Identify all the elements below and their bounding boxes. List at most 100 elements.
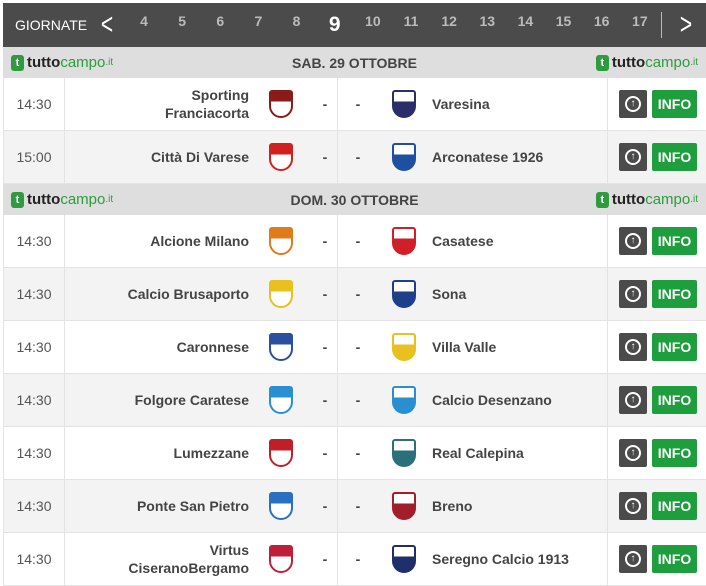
away-score: - [355, 286, 361, 302]
away-score: - [355, 149, 361, 165]
away-team-name[interactable]: Seregno Calcio 1913 [432, 551, 569, 567]
logo-text: campo [645, 191, 691, 208]
away-team-name[interactable]: Casatese [432, 233, 494, 249]
away-team-name[interactable]: Villa Valle [432, 339, 497, 355]
away-team: - Varesina [338, 78, 608, 130]
date-header: t tutto campo .it SAB. 29 OTTOBRE t tutto campo… [3, 47, 706, 78]
matchday-11[interactable]: 11 [403, 13, 419, 29]
away-team-crest-icon [390, 543, 418, 575]
info-button[interactable]: INFO [652, 333, 697, 361]
home-team-crest-icon [267, 141, 295, 173]
away-team: - Arconatese 1926 [338, 131, 608, 183]
away-team-crest-icon [390, 384, 418, 416]
arrow-up-circle-icon: ↑ [625, 286, 641, 302]
matchday-7[interactable]: 7 [254, 13, 263, 29]
matchday-10[interactable]: 10 [365, 13, 381, 29]
away-team-name[interactable]: Varesina [432, 96, 490, 112]
away-team-crest-icon [390, 437, 418, 469]
match-row: 14:30 Alcione Milano - - Casatese ↑ INFO [3, 215, 706, 268]
matchday-16[interactable]: 16 [593, 13, 610, 29]
info-button[interactable]: INFO [652, 386, 697, 414]
home-team-name[interactable]: Città Di Varese [150, 149, 249, 165]
matchday-15[interactable]: 15 [555, 13, 572, 29]
info-button[interactable]: INFO [652, 227, 697, 255]
matchday-6[interactable]: 6 [216, 13, 225, 29]
home-team-name[interactable]: Sporting Franciacorta [164, 87, 249, 121]
match-row: 14:30 Lumezzane - - Real Calepina ↑ INFO [3, 427, 706, 480]
details-button[interactable]: ↑ [619, 492, 647, 520]
home-team-name[interactable]: Calcio Brusaporto [127, 286, 249, 302]
home-team-name[interactable]: Virtus CiseranoBergamo [128, 542, 249, 576]
arrow-up-circle-icon: ↑ [625, 392, 641, 408]
home-team-name[interactable]: Folgore Caratese [134, 392, 249, 408]
match-time: 14:30 [4, 374, 65, 426]
match-time: 15:00 [4, 131, 65, 183]
matchday-9[interactable]: 9 [328, 13, 341, 36]
logo-text: tutto [611, 191, 646, 208]
away-score: - [355, 445, 361, 461]
details-button[interactable]: ↑ [619, 545, 647, 573]
home-score: - [322, 149, 328, 165]
info-button[interactable]: INFO [652, 492, 697, 520]
home-team: Alcione Milano - [65, 215, 338, 267]
match-date: SAB. 29 OTTOBRE [292, 54, 417, 71]
details-button[interactable]: ↑ [619, 386, 647, 414]
tuttocampo-icon: t [595, 191, 609, 208]
home-team-crest-icon [267, 490, 295, 522]
matchday-8[interactable]: 8 [292, 13, 301, 29]
away-team-name[interactable]: Calcio Desenzano [432, 392, 552, 408]
home-score: - [322, 392, 328, 408]
match-row: 14:30 Ponte San Pietro - - Breno ↑ INFO [3, 480, 706, 533]
home-team-name[interactable]: Caronnese [176, 339, 249, 355]
away-team-crest-icon [390, 331, 418, 363]
details-button[interactable]: ↑ [619, 143, 647, 171]
match-actions: ↑ INFO [608, 143, 706, 171]
info-button[interactable]: INFO [652, 439, 697, 467]
home-team: Virtus CiseranoBergamo - [65, 533, 338, 585]
home-score: - [322, 96, 328, 112]
away-team-name[interactable]: Arconatese 1926 [432, 149, 544, 165]
match-actions: ↑ INFO [608, 90, 706, 118]
details-button[interactable]: ↑ [619, 280, 647, 308]
home-team-name[interactable]: Alcione Milano [150, 233, 249, 249]
match-time: 14:30 [4, 268, 65, 320]
matchday-13[interactable]: 13 [479, 13, 496, 29]
away-team-crest-icon [390, 278, 418, 310]
away-team: - Villa Valle [338, 321, 608, 373]
away-team-name[interactable]: Breno [432, 498, 473, 514]
away-team-name[interactable]: Sona [432, 286, 467, 302]
logo-text: tutto [27, 191, 61, 208]
info-button[interactable]: INFO [652, 90, 697, 118]
home-team-crest-icon [267, 384, 295, 416]
away-team: - Casatese [338, 215, 608, 267]
info-button[interactable]: INFO [652, 143, 697, 171]
match-time: 14:30 [4, 321, 65, 373]
away-score: - [355, 233, 361, 249]
matchday-17[interactable]: 17 [632, 13, 648, 29]
matchday-5[interactable]: 5 [178, 13, 187, 29]
chevron-right-icon[interactable]: > [679, 8, 693, 41]
details-button[interactable]: ↑ [619, 90, 647, 118]
home-score: - [322, 339, 328, 355]
matchday-14[interactable]: 14 [517, 13, 534, 29]
home-score: - [322, 445, 328, 461]
away-team-name[interactable]: Real Calepina [432, 445, 524, 461]
away-score: - [355, 392, 361, 408]
logo-text: tutto [611, 54, 646, 71]
details-button[interactable]: ↑ [619, 333, 647, 361]
info-button[interactable]: INFO [652, 545, 697, 573]
details-button[interactable]: ↑ [619, 439, 647, 467]
match-actions: ↑ INFO [608, 280, 706, 308]
match-time: 14:30 [4, 215, 65, 267]
info-button[interactable]: INFO [652, 280, 697, 308]
home-team-name[interactable]: Lumezzane [173, 445, 249, 461]
matchday-4[interactable]: 4 [140, 13, 148, 29]
away-team-crest-icon [390, 225, 418, 257]
away-team-crest-icon [390, 88, 418, 120]
chevron-left-icon[interactable]: < [100, 8, 114, 41]
matchday-12[interactable]: 12 [441, 13, 457, 29]
home-team-name[interactable]: Ponte San Pietro [136, 498, 249, 514]
away-team: - Calcio Desenzano [338, 374, 608, 426]
details-button[interactable]: ↑ [619, 227, 647, 255]
home-team-crest-icon [267, 88, 295, 120]
